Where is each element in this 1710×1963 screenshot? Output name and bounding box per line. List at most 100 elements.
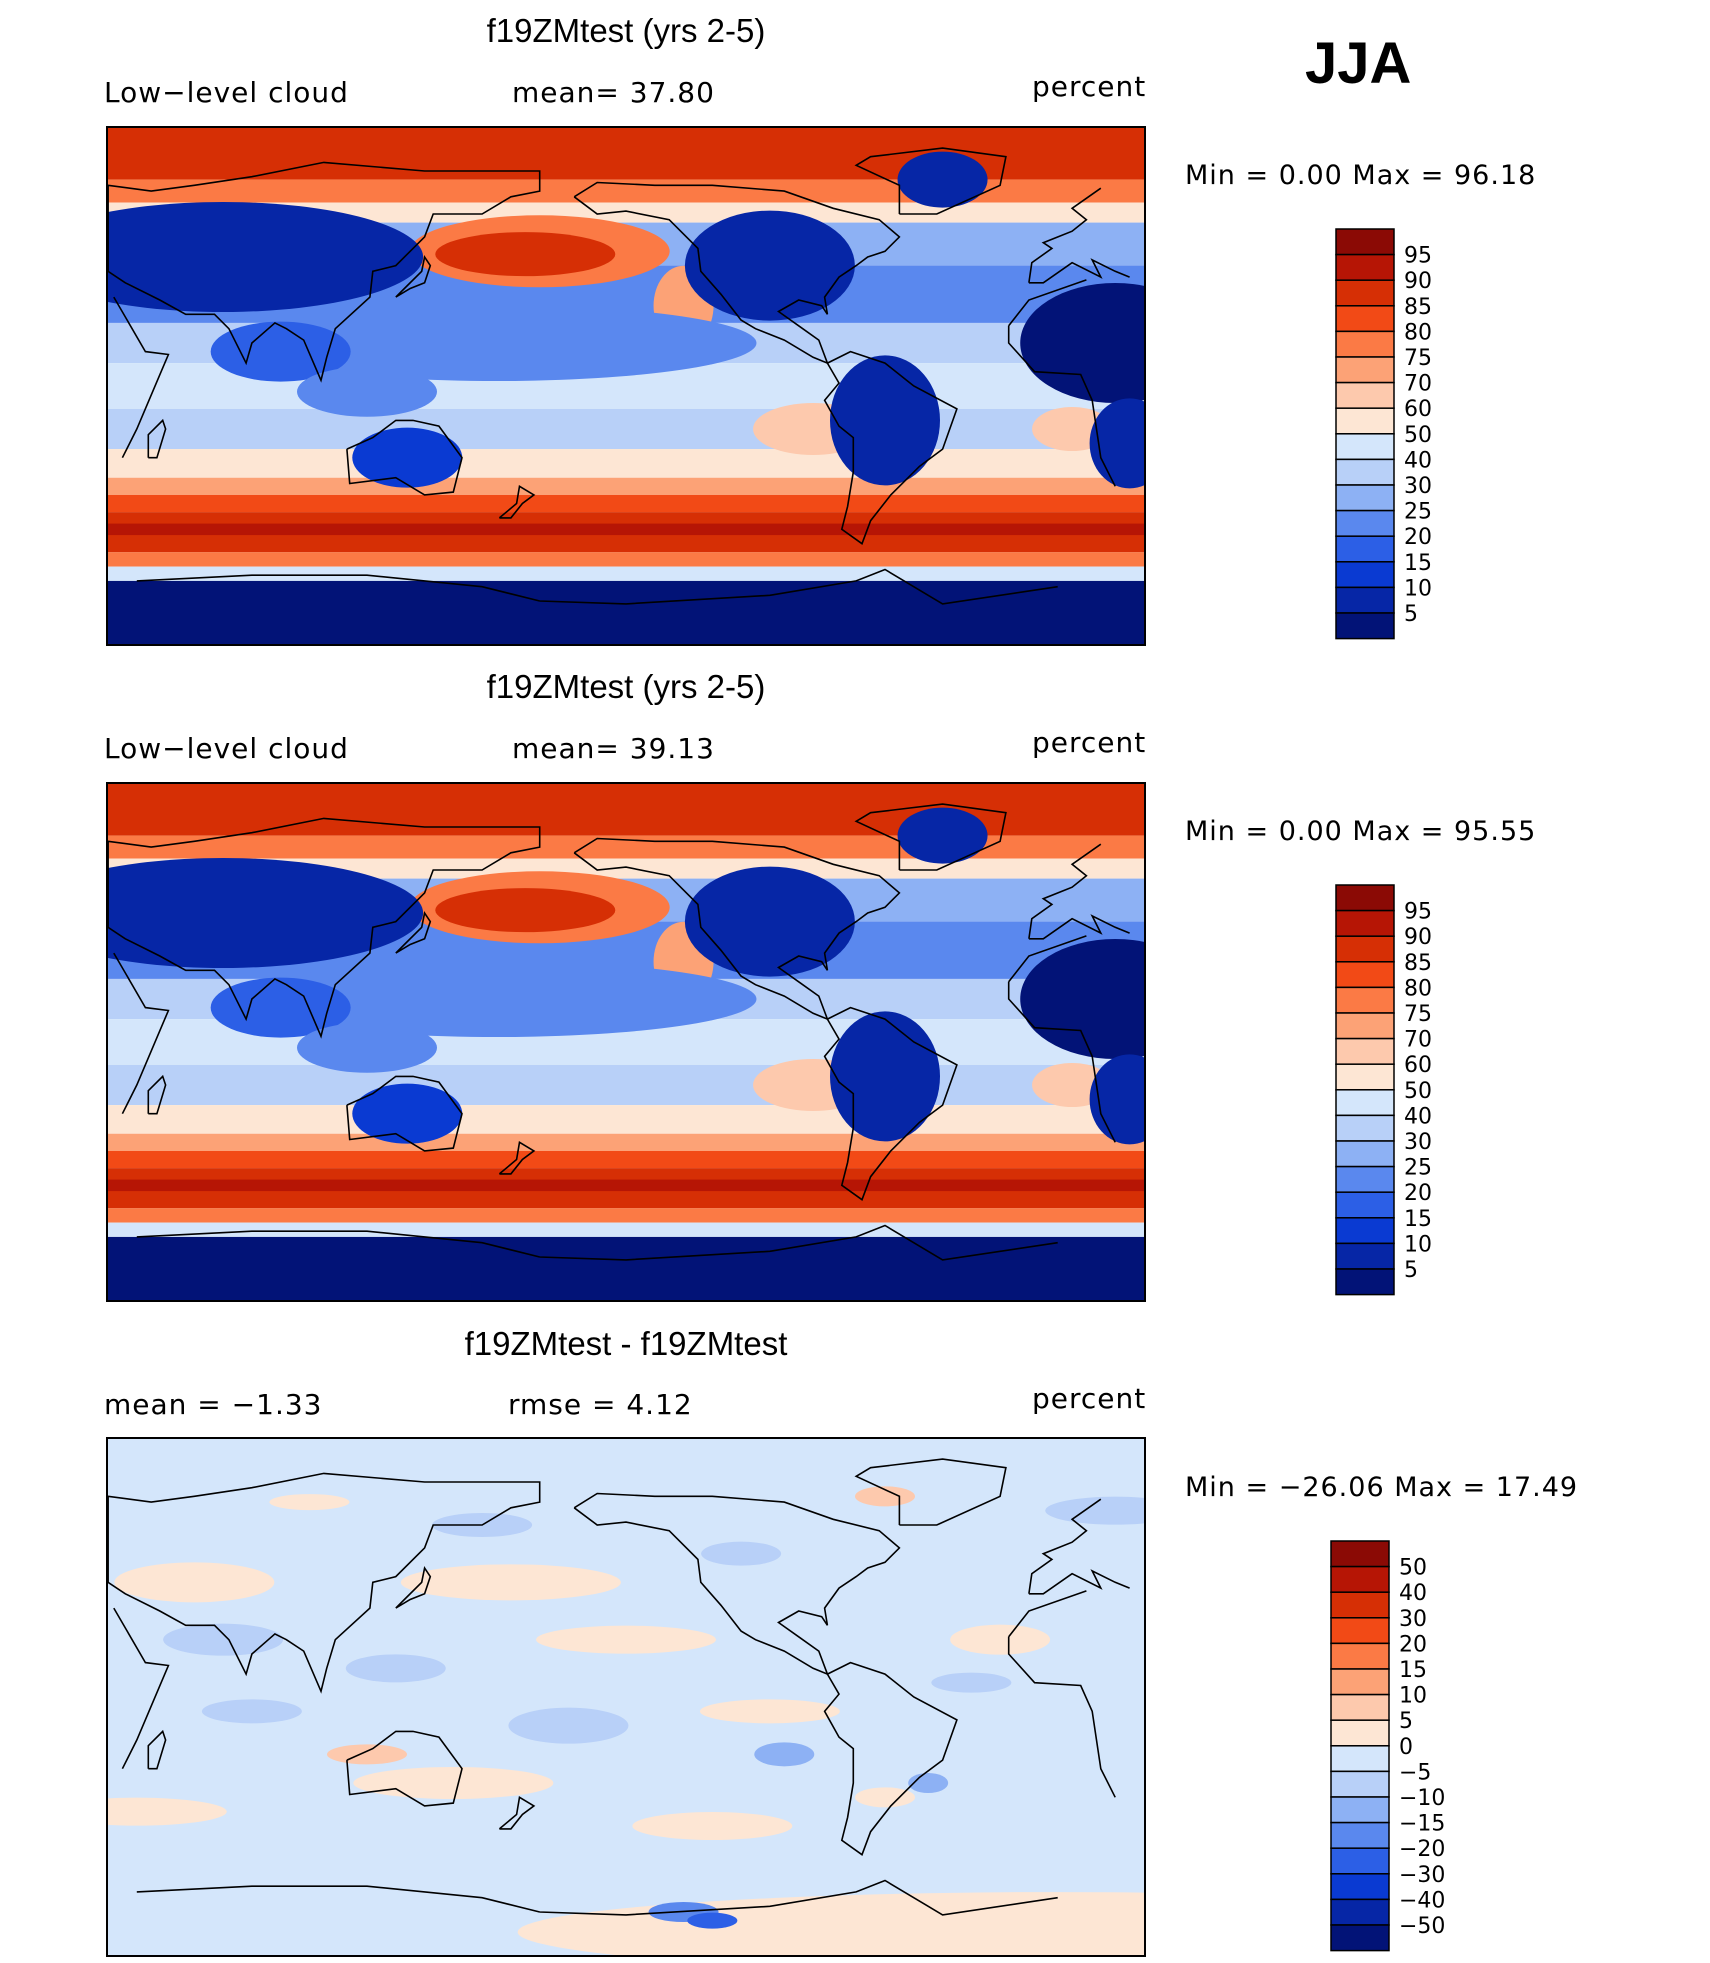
colorbar-box xyxy=(1335,1191,1395,1219)
colorbar-box xyxy=(1335,356,1395,384)
colorbar-box xyxy=(1330,1617,1390,1645)
panel-1-variable-label: Low−level cloud xyxy=(104,76,349,109)
colorbar-tick-label: −40 xyxy=(1399,1888,1445,1913)
colorbar-box xyxy=(1330,1924,1390,1952)
map-contour-region xyxy=(327,1744,407,1765)
map-contour-band xyxy=(108,1222,1144,1237)
colorbar-tick-label: −50 xyxy=(1399,1914,1445,1939)
map-contour-region xyxy=(684,210,855,321)
map-contour-band xyxy=(108,1064,1144,1106)
colorbar-tick-label: 30 xyxy=(1399,1607,1427,1632)
map-contour-region xyxy=(699,1699,840,1724)
colorbar-box xyxy=(1335,1140,1395,1168)
panel-2-units-label: percent xyxy=(1032,726,1147,759)
colorbar-box xyxy=(1330,1796,1390,1824)
colorbar-tick-label: 75 xyxy=(1404,346,1432,371)
coastline xyxy=(108,185,1130,284)
map-contour-region xyxy=(108,1797,227,1826)
colorbar-tick-label: 30 xyxy=(1404,1130,1432,1155)
colorbar-box xyxy=(1330,1770,1390,1798)
colorbar-tick-label: 25 xyxy=(1404,500,1432,525)
map-contour-region xyxy=(536,1625,716,1654)
map-contour-region xyxy=(435,232,616,277)
map-contour-region xyxy=(684,866,855,977)
panel-1-mean-label: mean= 37.80 xyxy=(512,76,715,109)
colorbar-box xyxy=(1335,935,1395,963)
map-contour-region xyxy=(897,807,988,864)
map-contour-region xyxy=(1089,1054,1144,1145)
colorbar-tick-label: 15 xyxy=(1399,1658,1427,1683)
panel-3-title: f19ZMtest - f19ZMtest xyxy=(464,1325,788,1362)
coastline xyxy=(113,279,1116,487)
colorbar-tick-label: −15 xyxy=(1399,1812,1445,1837)
colorbar-tick-label: 10 xyxy=(1404,1232,1432,1257)
colorbar-tick-label: 70 xyxy=(1404,372,1432,397)
map-contour-region xyxy=(1089,398,1144,489)
colorbar-box xyxy=(1330,1821,1390,1849)
colorbar-tick-label: 95 xyxy=(1404,900,1432,925)
map-contour-band xyxy=(108,835,1144,859)
colorbar-tick-label: 85 xyxy=(1404,295,1432,320)
colorbar-box xyxy=(1335,1089,1395,1117)
colorbar-tick-label: 5 xyxy=(1399,1709,1413,1734)
map-contour-region xyxy=(297,366,437,417)
coastline xyxy=(108,841,1130,940)
colorbar-tick-label: 50 xyxy=(1399,1556,1427,1581)
coastline xyxy=(498,1141,536,1175)
map-contour-region xyxy=(855,1787,915,1808)
map-contour-region xyxy=(950,1624,1051,1655)
season-label: JJA xyxy=(1305,31,1412,96)
coastline xyxy=(147,1074,167,1115)
map-contour-band xyxy=(108,1208,1144,1223)
colorbar-box xyxy=(1335,586,1395,614)
map-contour-region xyxy=(632,1812,793,1840)
coastline xyxy=(395,1565,432,1609)
colorbar-box xyxy=(1335,909,1395,937)
map-contour-region xyxy=(830,355,940,486)
colorbar-box xyxy=(1330,1591,1390,1619)
colorbar-box xyxy=(1335,305,1395,333)
map-contour-region xyxy=(297,1022,437,1073)
coastline xyxy=(108,1496,1130,1595)
map-contour-band xyxy=(108,408,1144,450)
panel-1-units-label: percent xyxy=(1032,70,1147,103)
panel-1-map xyxy=(106,126,1146,646)
map-contour-band xyxy=(108,202,1144,223)
map-contour-region xyxy=(108,858,424,968)
colorbar-tick-label: 40 xyxy=(1404,448,1432,473)
map-contour-region xyxy=(114,1562,275,1603)
panel-2-min-max: Min = 0.00 Max = 95.55 xyxy=(1185,816,1537,847)
colorbar-tick-label: −20 xyxy=(1399,1837,1445,1862)
map-contour-region xyxy=(897,151,988,208)
colorbar-tick-label: 75 xyxy=(1404,1002,1432,1027)
coastline xyxy=(113,1590,1116,1798)
coastline xyxy=(136,568,1058,605)
map-contour-region xyxy=(1045,1496,1144,1525)
colorbar-box xyxy=(1335,1114,1395,1142)
colorbar-tick-label: 70 xyxy=(1404,1028,1432,1053)
colorbar-box xyxy=(1335,1242,1395,1270)
map-contour-region xyxy=(701,1541,782,1566)
coastline xyxy=(854,803,1007,871)
coastline xyxy=(136,1224,1058,1261)
panel-1-min-max: Min = 0.00 Max = 96.18 xyxy=(1185,160,1537,191)
map-contour-band xyxy=(108,477,1144,495)
coastline xyxy=(573,837,901,1021)
panel-3-mean-label: mean = −1.33 xyxy=(104,1388,323,1421)
map-contour-band xyxy=(108,1179,1144,1192)
colorbar-tick-label: 85 xyxy=(1404,951,1432,976)
panel-2-title: f19ZMtest (yrs 2-5) xyxy=(486,668,766,705)
colorbar-box xyxy=(1335,1217,1395,1245)
map-contour-region xyxy=(269,1494,350,1511)
colorbar-tick-label: 50 xyxy=(1404,1079,1432,1104)
colorbar-tick-label: 15 xyxy=(1404,1207,1432,1232)
colorbar-tick-label: −5 xyxy=(1399,1760,1431,1785)
colorbar-box xyxy=(1335,253,1395,281)
colorbar-box xyxy=(1330,1693,1390,1721)
coastline xyxy=(823,1661,958,1856)
map-contour-region xyxy=(352,1083,463,1144)
colorbar-box xyxy=(1335,561,1395,589)
colorbar-tick-label: 40 xyxy=(1399,1581,1427,1606)
colorbar-tick-label: 30 xyxy=(1404,474,1432,499)
coastline xyxy=(573,1492,901,1676)
